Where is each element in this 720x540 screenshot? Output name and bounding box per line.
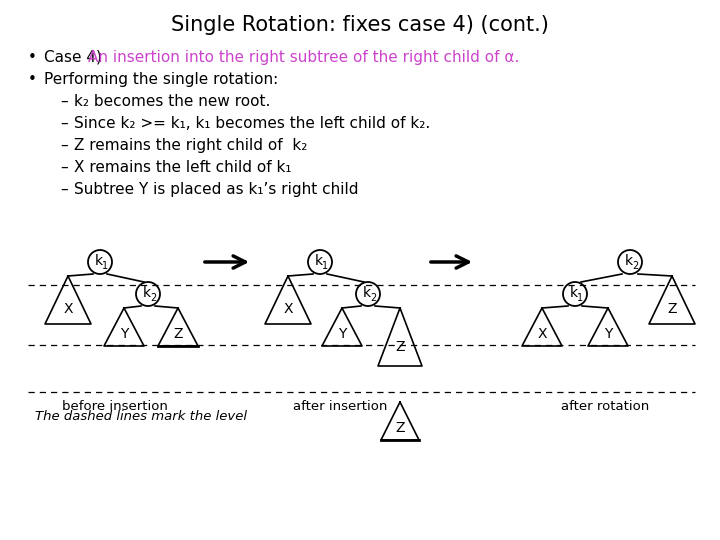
Text: –: – [60,116,68,131]
Text: Case 4): Case 4) [44,50,107,65]
Text: –: – [60,94,68,109]
Text: Z: Z [395,421,405,435]
Text: X: X [537,327,546,341]
Text: 1: 1 [322,261,328,271]
Text: k: k [143,286,151,300]
Text: Z: Z [667,302,677,316]
Text: Performing the single rotation:: Performing the single rotation: [44,72,278,87]
Text: Z: Z [174,327,183,341]
Text: –: – [60,182,68,197]
Text: 2: 2 [150,293,156,303]
Text: X remains the left child of k₁: X remains the left child of k₁ [74,160,292,175]
Text: k₂ becomes the new root.: k₂ becomes the new root. [74,94,271,109]
Text: k: k [570,286,578,300]
Text: before insertion: before insertion [62,400,168,413]
Text: •: • [28,50,37,65]
Text: 2: 2 [370,293,376,303]
Text: 1: 1 [102,261,108,271]
Text: k: k [363,286,371,300]
Text: k: k [315,254,323,268]
Text: Z remains the right child of  k₂: Z remains the right child of k₂ [74,138,307,153]
Text: X: X [283,302,293,316]
Text: after insertion: after insertion [293,400,387,413]
Text: 1: 1 [577,293,583,303]
Text: k: k [95,254,103,268]
Text: 2: 2 [632,261,638,271]
Text: Z: Z [395,340,405,354]
Text: Y: Y [338,327,346,341]
Text: Subtree Y is placed as k₁’s right child: Subtree Y is placed as k₁’s right child [74,182,359,197]
Text: Single Rotation: fixes case 4) (cont.): Single Rotation: fixes case 4) (cont.) [171,15,549,35]
Text: •: • [28,72,37,87]
Text: The dashed lines mark the level: The dashed lines mark the level [35,410,247,423]
Text: –: – [60,138,68,153]
Text: –: – [60,160,68,175]
Text: k: k [625,254,633,268]
Text: X: X [63,302,73,316]
Text: An insertion into the right subtree of the right child of α.: An insertion into the right subtree of t… [88,50,519,65]
Text: Y: Y [120,327,128,341]
Text: Y: Y [604,327,612,341]
Text: after rotation: after rotation [561,400,649,413]
Text: Since k₂ >= k₁, k₁ becomes the left child of k₂.: Since k₂ >= k₁, k₁ becomes the left chil… [74,116,431,131]
